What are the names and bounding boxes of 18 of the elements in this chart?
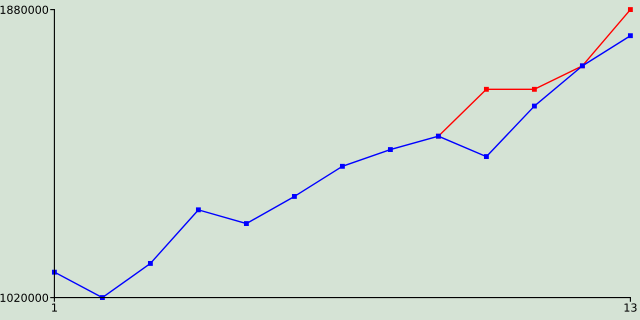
point bbox=[196, 207, 201, 212]
point bbox=[532, 104, 537, 108]
x-tick-label: 13 bbox=[624, 303, 637, 312]
point bbox=[340, 164, 345, 169]
point bbox=[148, 261, 153, 266]
point bbox=[244, 221, 249, 226]
point bbox=[532, 86, 537, 92]
x-tick-label: 1 bbox=[52, 304, 57, 312]
point bbox=[100, 295, 105, 300]
point bbox=[484, 154, 489, 160]
point bbox=[484, 86, 489, 92]
y-tick-label: 1880000 bbox=[0, 6, 48, 14]
point bbox=[388, 147, 393, 152]
point bbox=[292, 194, 297, 199]
point bbox=[52, 270, 57, 275]
point bbox=[628, 33, 633, 38]
point bbox=[628, 7, 633, 12]
y-tick-label: 1020000 bbox=[0, 294, 48, 302]
